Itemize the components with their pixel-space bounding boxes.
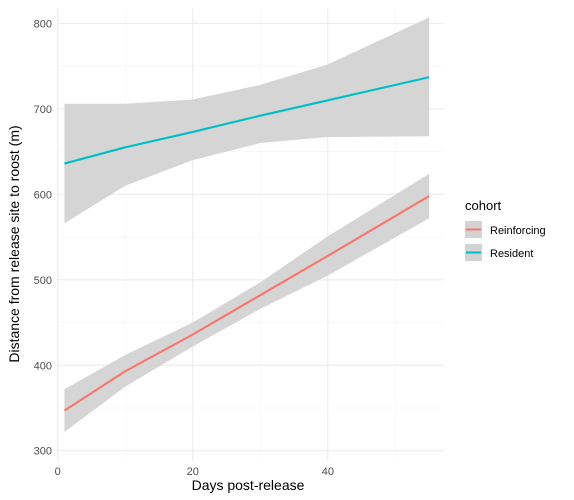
legend-items: Reinforcing Resident — [465, 221, 546, 261]
series-lines — [63, 76, 430, 412]
legend-label-reinforcing: Reinforcing — [490, 225, 546, 237]
y-tick-label: 500 — [34, 275, 52, 287]
x-tick-label: 20 — [187, 466, 199, 478]
y-tick-label: 300 — [34, 446, 52, 458]
y-tick-label: 700 — [34, 104, 52, 116]
ribbon-resident — [64, 17, 430, 224]
legend: cohort Reinforcing Resident — [465, 198, 546, 261]
y-tick-label: 400 — [34, 360, 52, 372]
line-reinforcing — [63, 195, 430, 412]
x-tick-label: 0 — [55, 466, 61, 478]
confidence-ribbons — [64, 17, 430, 432]
line-resident — [64, 76, 430, 165]
x-axis-title: Days post-release — [192, 477, 305, 493]
legend-title: cohort — [465, 198, 502, 213]
y-tick-label: 600 — [34, 189, 52, 201]
x-tick-labels: 0 20 40 — [55, 466, 334, 478]
x-tick-label: 40 — [322, 466, 334, 478]
y-axis-title: Distance from release site to roost (m) — [6, 125, 22, 362]
y-tick-label: 800 — [34, 18, 52, 30]
legend-label-resident: Resident — [490, 248, 533, 260]
y-tick-labels: 300 400 500 600 700 800 — [34, 18, 52, 457]
